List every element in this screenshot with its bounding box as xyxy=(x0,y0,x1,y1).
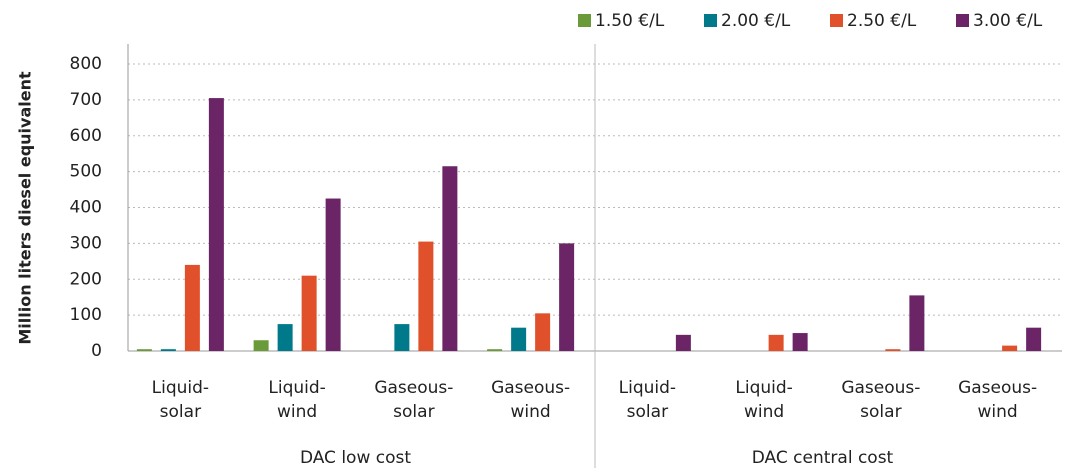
bar xyxy=(1026,327,1042,351)
bar xyxy=(909,295,925,351)
bar xyxy=(253,340,269,351)
bar xyxy=(792,333,808,351)
x-tick-label: solar xyxy=(160,402,201,422)
x-tick-label: Gaseous- xyxy=(491,378,570,398)
y-tick-label: 400 xyxy=(70,198,102,218)
legend-label: 2.50 €/L xyxy=(847,11,917,31)
x-tick-label: Gaseous- xyxy=(958,378,1037,398)
y-tick-label: 0 xyxy=(91,341,102,361)
bar xyxy=(885,349,901,351)
legend-swatch xyxy=(956,14,969,27)
x-tick-label: solar xyxy=(860,402,901,422)
bar xyxy=(487,349,503,351)
x-tick-label: wind xyxy=(511,402,551,422)
x-tick-label: Liquid- xyxy=(619,378,676,398)
bar xyxy=(160,349,176,351)
bar xyxy=(418,241,434,351)
x-tick-label: Gaseous- xyxy=(374,378,453,398)
bar xyxy=(768,334,784,351)
x-tick-label: Liquid- xyxy=(268,378,325,398)
x-tick-label: solar xyxy=(627,402,668,422)
x-tick-label: wind xyxy=(978,402,1018,422)
y-tick-label: 500 xyxy=(70,162,102,182)
legend-swatch xyxy=(578,14,591,27)
y-tick-label: 200 xyxy=(70,269,102,289)
legend-swatch xyxy=(704,14,717,27)
bar xyxy=(277,324,293,351)
x-tick-label: Liquid- xyxy=(735,378,792,398)
x-tick-label: Liquid- xyxy=(152,378,209,398)
y-tick-label: 800 xyxy=(70,54,102,74)
x-tick-label: wind xyxy=(277,402,317,422)
bar xyxy=(535,313,551,351)
legend-label: 3.00 €/L xyxy=(973,11,1043,31)
bar xyxy=(1002,345,1018,351)
bar xyxy=(511,327,527,351)
bar xyxy=(325,198,341,351)
bar xyxy=(136,349,152,351)
y-tick-label: 600 xyxy=(70,126,102,146)
x-tick-label: Gaseous- xyxy=(841,378,920,398)
bar xyxy=(675,334,691,351)
y-axis-label: Million liters diesel equivalent xyxy=(16,71,35,345)
bar xyxy=(208,98,224,351)
bar xyxy=(184,264,200,351)
y-tick-label: 100 xyxy=(70,305,102,325)
bar xyxy=(394,324,410,351)
y-tick-label: 700 xyxy=(70,90,102,110)
x-tick-label: solar xyxy=(393,402,434,422)
bar xyxy=(559,243,575,351)
group-label: DAC low cost xyxy=(300,448,411,468)
legend-swatch xyxy=(830,14,843,27)
bar xyxy=(442,166,458,351)
y-tick-label: 300 xyxy=(70,233,102,253)
bar xyxy=(301,275,317,351)
group-label: DAC central cost xyxy=(752,448,894,468)
legend-label: 2.00 €/L xyxy=(721,11,791,31)
x-tick-label: wind xyxy=(744,402,784,422)
legend-label: 1.50 €/L xyxy=(595,11,665,31)
